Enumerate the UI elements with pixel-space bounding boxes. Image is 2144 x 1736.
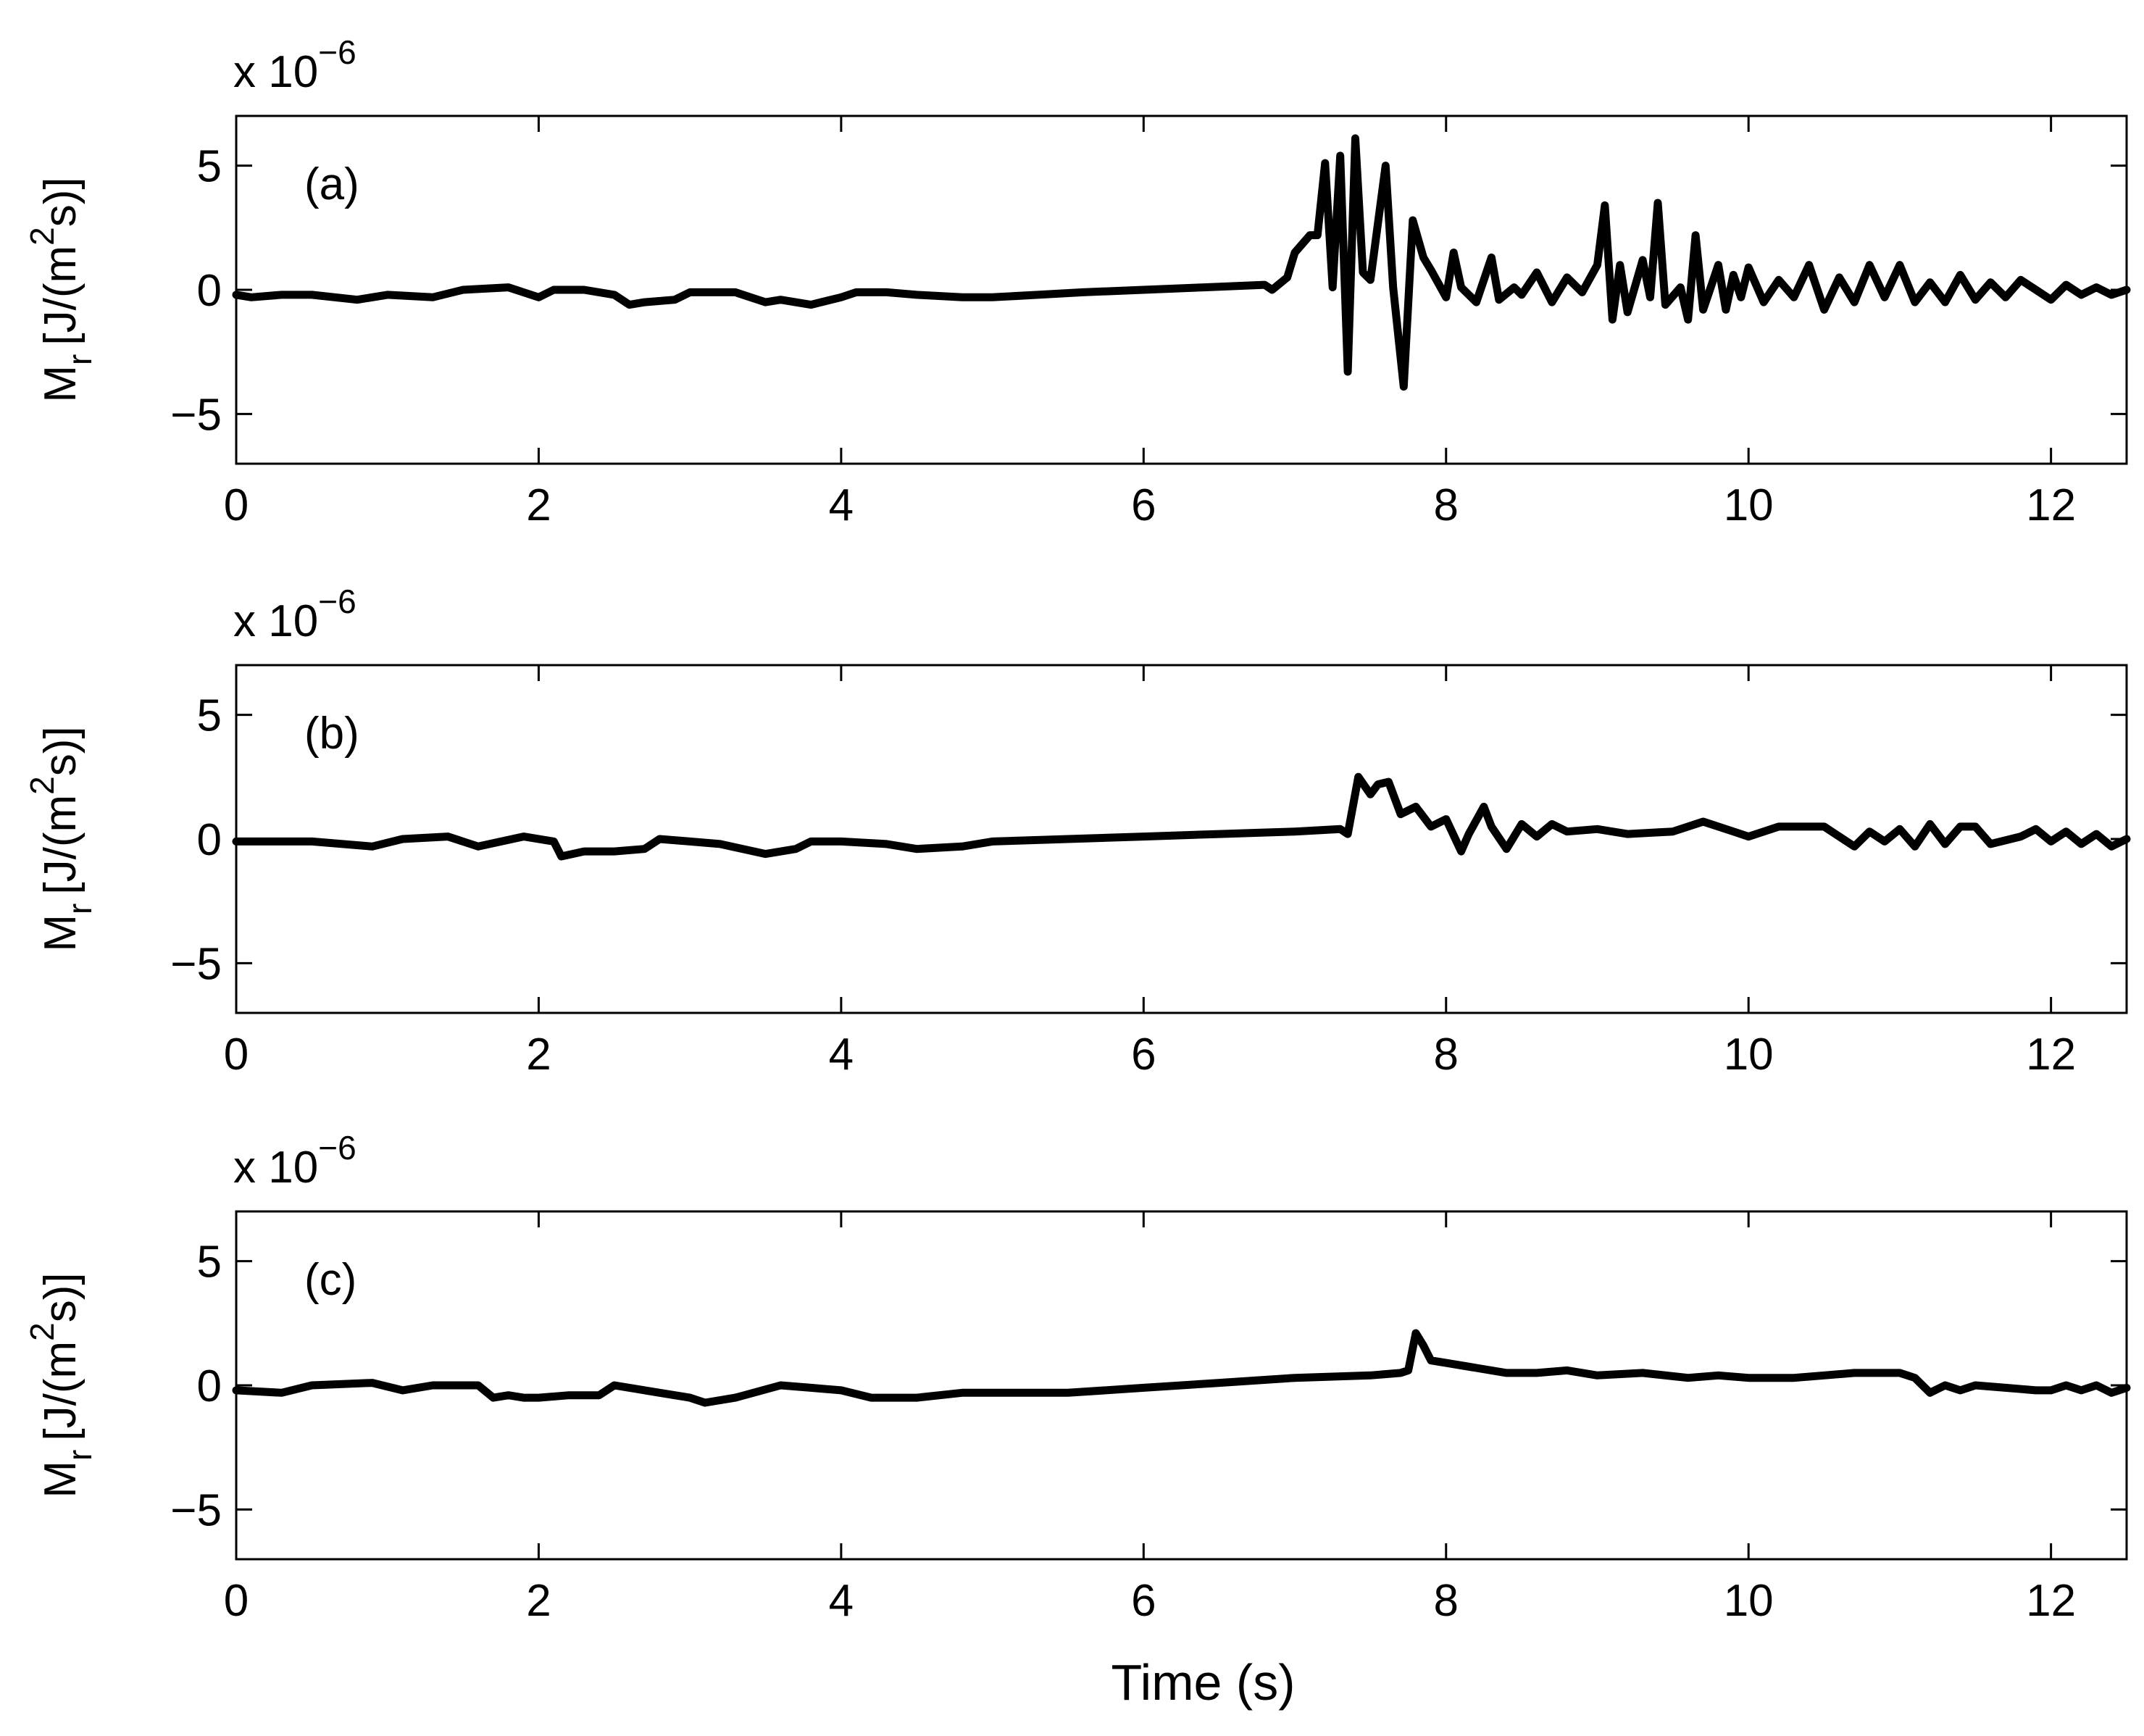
x-tick-label: 4 <box>829 480 854 530</box>
y-axis-label-unit-tail: s)] <box>36 1272 85 1322</box>
x-tick-label: 12 <box>2026 1030 2076 1080</box>
y-axis-label-subscript: r <box>61 904 99 914</box>
y-tick-label: 5 <box>197 691 222 741</box>
x-tick-label: 4 <box>829 1576 854 1626</box>
y-tick-label: 0 <box>197 1361 222 1411</box>
series-line <box>232 1329 2131 1407</box>
y-tick-label: −5 <box>170 939 222 989</box>
x-tick-label: 6 <box>1131 480 1156 530</box>
y-tick-label: 5 <box>197 142 222 192</box>
axis-scale-exponent: −6 <box>318 33 356 71</box>
x-tick-label: 8 <box>1434 480 1459 530</box>
axis-scale-factor: x 10−6 <box>233 583 356 646</box>
x-tick-label: 12 <box>2026 480 2076 530</box>
y-axis-label-superscript: 2 <box>23 776 61 795</box>
y-axis-label-unit: [J/(m <box>36 795 85 895</box>
axis-scale-exponent: −6 <box>318 583 356 620</box>
y-tick-label: 5 <box>197 1238 222 1288</box>
y-tick-label: −5 <box>170 1485 222 1535</box>
series-line <box>232 772 2131 861</box>
x-tick-label: 2 <box>526 480 551 530</box>
y-axis-label-symbol: M <box>36 914 85 952</box>
y-axis-label-symbol: M <box>36 365 85 403</box>
y-axis-label-unit-tail: s)] <box>36 726 85 776</box>
x-tick-label: 10 <box>1724 1576 1774 1626</box>
x-tick-label: 12 <box>2026 1576 2076 1626</box>
y-tick-label: 0 <box>197 266 222 316</box>
y-tick-label: 0 <box>197 815 222 865</box>
series-line <box>232 134 2131 391</box>
axis-scale-prefix: x 10 <box>233 47 318 97</box>
x-tick-label: 0 <box>224 480 249 530</box>
y-axis-label-unit: [J/(m <box>36 246 85 346</box>
y-axis-label-unit: [J/(m <box>36 1341 85 1441</box>
axis-scale-factor: x 10−6 <box>233 33 356 97</box>
panel-annotation: (a) <box>304 159 359 209</box>
y-axis-label: Mr [J/(m2s)] <box>23 726 99 951</box>
y-axis-label-superscript: 2 <box>23 1322 61 1341</box>
panel-annotation: (b) <box>304 709 359 759</box>
x-tick-label: 10 <box>1724 1030 1774 1080</box>
x-tick-label: 2 <box>526 1576 551 1626</box>
axis-scale-prefix: x 10 <box>233 596 318 646</box>
y-axis-label-superscript: 2 <box>23 227 61 246</box>
axis-scale-factor: x 10−6 <box>233 1129 356 1193</box>
x-tick-label: 4 <box>829 1030 854 1080</box>
x-tick-label: 0 <box>224 1576 249 1626</box>
x-axis-label: Time (s) <box>1111 1654 1295 1711</box>
x-tick-label: 6 <box>1131 1576 1156 1626</box>
x-tick-label: 6 <box>1131 1030 1156 1080</box>
panel-annotation: (c) <box>304 1255 356 1305</box>
y-axis-label: Mr [J/(m2s)] <box>23 177 99 402</box>
x-tick-label: 8 <box>1434 1576 1459 1626</box>
y-axis-label-symbol: M <box>36 1461 85 1498</box>
axis-scale-prefix: x 10 <box>233 1143 318 1193</box>
x-tick-label: 0 <box>224 1030 249 1080</box>
axis-scale-exponent: −6 <box>318 1129 356 1167</box>
y-axis-label: Mr [J/(m2s)] <box>23 1272 99 1498</box>
y-axis-label-subscript: r <box>61 354 99 365</box>
x-tick-label: 2 <box>526 1030 551 1080</box>
y-tick-label: −5 <box>170 390 222 440</box>
y-axis-label-subscript: r <box>61 1450 99 1461</box>
x-tick-label: 8 <box>1434 1030 1459 1080</box>
x-tick-label: 10 <box>1724 480 1774 530</box>
y-axis-label-unit-tail: s)] <box>36 177 85 227</box>
